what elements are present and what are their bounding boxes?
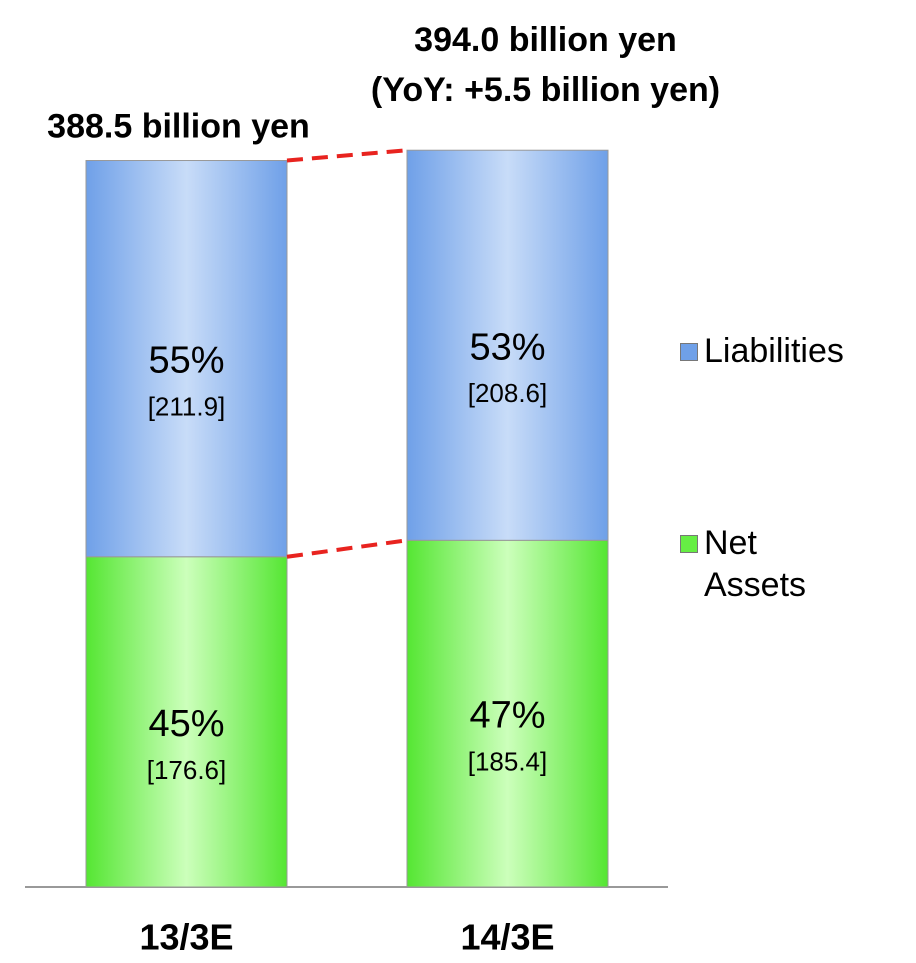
legend-item: Net Assets: [680, 522, 850, 606]
share-label: 45%: [148, 703, 224, 745]
bar-segment: [406, 539, 609, 888]
annotation: (YoY: +5.5 billion yen): [371, 71, 720, 109]
legend-label: Liabilities: [704, 332, 844, 370]
value-label: [208.6]: [468, 378, 548, 408]
legend-swatch: [680, 535, 698, 553]
share-label: 47%: [469, 695, 545, 737]
legend-item: Liabilities: [680, 330, 850, 372]
total-label: 388.5 billion yen: [47, 107, 310, 145]
value-label: [185.4]: [468, 747, 548, 777]
bar-segment: [406, 149, 609, 541]
total-label: 394.0 billion yen: [414, 21, 677, 59]
bar-segment: [85, 160, 288, 558]
share-label: 53%: [469, 326, 545, 368]
value-label: [211.9]: [148, 392, 226, 422]
connector-line: [286, 538, 408, 559]
bar-segment: [85, 556, 288, 888]
legend-label: Net Assets: [704, 524, 807, 604]
x-tick-label: 13/3E: [139, 917, 233, 958]
x-tick-label: 14/3E: [460, 917, 554, 958]
legend-swatch: [680, 343, 698, 361]
value-label: [176.6]: [147, 755, 227, 785]
connector-line: [286, 148, 408, 163]
share-label: 55%: [148, 340, 224, 382]
